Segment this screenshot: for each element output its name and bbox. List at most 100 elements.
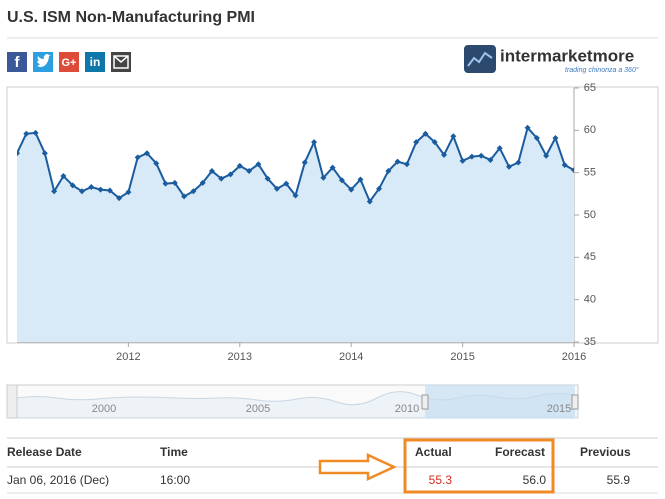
point-marker <box>413 139 420 146</box>
mail-glyph <box>113 55 129 69</box>
point-marker <box>394 158 401 165</box>
point-marker <box>181 193 188 200</box>
point-marker <box>208 167 215 174</box>
x-tick-label: 2014 <box>339 351 363 363</box>
point-marker <box>273 185 280 192</box>
point-marker <box>422 130 429 137</box>
point-marker <box>199 179 206 186</box>
point-marker <box>23 130 30 137</box>
point-marker <box>51 188 58 195</box>
point-marker <box>190 188 197 195</box>
y-tick-label: 45 <box>584 251 596 263</box>
table-header: Actual <box>415 445 452 459</box>
point-marker <box>431 139 438 146</box>
y-tick-label: 55 <box>584 167 596 179</box>
point-marker <box>357 176 364 183</box>
point-marker <box>543 152 550 159</box>
facebook-icon[interactable] <box>7 52 27 72</box>
logo-tagline: trading chinonza a 360° <box>565 66 639 74</box>
table-cell: 56.0 <box>523 473 547 487</box>
point-marker <box>292 192 299 199</box>
navigator-selection[interactable] <box>425 385 575 418</box>
x-tick-label: 2012 <box>116 351 140 363</box>
point-marker <box>60 173 67 180</box>
table-header: Forecast <box>495 445 545 459</box>
navigator-label: 2005 <box>246 403 270 415</box>
point-marker <box>348 186 355 193</box>
logo-chart <box>467 51 493 67</box>
point-marker <box>143 150 150 157</box>
y-tick-label: 40 <box>584 294 596 306</box>
facebook-label: f <box>15 54 21 71</box>
point-marker <box>320 174 327 181</box>
point-marker <box>171 179 178 186</box>
logo-name: intermarketmore <box>500 46 634 65</box>
point-marker <box>478 152 485 159</box>
point-marker <box>17 150 20 157</box>
point-marker <box>311 139 318 146</box>
navigator-label: 2000 <box>92 403 116 415</box>
linkedin-icon[interactable] <box>85 52 105 72</box>
highlight-box <box>403 438 555 494</box>
point-marker <box>376 185 383 192</box>
navigator <box>6 384 579 419</box>
point-marker <box>366 198 373 205</box>
navigator-label: 2010 <box>395 403 419 415</box>
point-marker <box>97 186 104 193</box>
navigator-scroll-left[interactable] <box>6 384 18 419</box>
navigator-handle-right[interactable] <box>571 394 579 410</box>
share-bar: f G+ in <box>7 52 131 72</box>
point-marker <box>106 187 113 194</box>
point-marker <box>487 156 494 163</box>
point-marker <box>153 160 160 167</box>
point-marker <box>561 162 568 169</box>
page-title: U.S. ISM Non-Manufacturing PMI <box>7 9 255 26</box>
point-marker <box>329 164 336 171</box>
table-cell: 55.9 <box>607 473 631 487</box>
x-tick-label: 2015 <box>450 351 474 363</box>
twitter-bird <box>37 54 51 67</box>
point-marker <box>32 129 39 136</box>
y-tick-label: 65 <box>584 82 596 94</box>
point-marker <box>88 184 95 191</box>
area-fill <box>17 127 574 342</box>
navigator-handle-left[interactable] <box>421 394 429 410</box>
point-marker <box>496 145 503 152</box>
point-marker <box>283 180 290 187</box>
point-marker <box>468 153 475 160</box>
data-table: Release Date Time Actual Forecast Previous Ja… <box>7 437 658 494</box>
linkedin-label: in <box>90 55 101 69</box>
point-marker <box>116 195 123 202</box>
x-tick-label: 2016 <box>562 351 586 363</box>
point-marker <box>459 157 466 164</box>
point-marker <box>78 188 85 195</box>
point-marker <box>301 159 308 166</box>
highlight-arrow <box>318 453 397 481</box>
table-cell: 16:00 <box>160 473 190 487</box>
point-marker <box>441 151 448 158</box>
point-marker <box>41 150 48 157</box>
point-marker <box>236 162 243 169</box>
gplus-icon[interactable] <box>59 52 79 72</box>
point-marker <box>515 159 522 166</box>
table-header: Release Date <box>7 445 82 459</box>
x-tick-label: 2013 <box>228 351 252 363</box>
logo: intermarketmore trading chinonza a 360° <box>464 45 639 74</box>
point-marker <box>338 177 345 184</box>
point-marker <box>125 189 132 196</box>
y-tick-label: 50 <box>584 209 596 221</box>
gplus-label: G+ <box>62 57 77 69</box>
point-marker <box>218 175 225 182</box>
point-marker <box>264 175 271 182</box>
table-cell: Jan 06, 2016 (Dec) <box>7 473 109 487</box>
navigator-label: 2015 <box>547 403 571 415</box>
point-marker <box>69 182 76 189</box>
point-marker <box>255 161 262 168</box>
point-marker <box>227 171 234 178</box>
table-header: Time <box>160 445 188 459</box>
point-marker <box>524 124 531 131</box>
plot-area <box>17 124 574 342</box>
point-marker <box>162 180 169 187</box>
point-marker <box>385 167 392 174</box>
